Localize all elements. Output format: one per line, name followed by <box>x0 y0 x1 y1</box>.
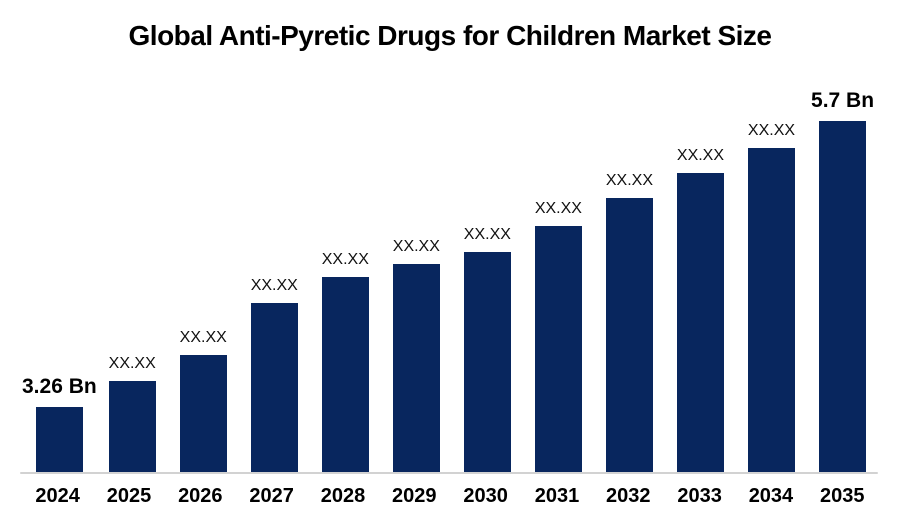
bar-value-label-2024: 3.26 Bn <box>22 375 97 398</box>
bar-2032 <box>605 198 653 473</box>
bar-column-2024: 3.26 Bn <box>22 0 97 473</box>
x-axis-label-2029: 2029 <box>392 485 437 507</box>
bar-value-label-2031: XX.XX <box>534 200 582 217</box>
bar-column-2026: XX.XX <box>168 0 239 473</box>
x-axis-label-2033: 2033 <box>677 485 722 507</box>
bar-value-label-2034: XX.XX <box>747 122 796 139</box>
bar-2029 <box>392 264 440 473</box>
bar-value-label-2026: XX.XX <box>179 329 227 346</box>
x-axis-labels: 2024 2025 2026 2027 2028 2029 2030 2031 2032 2033… <box>22 485 878 508</box>
bar-2024 <box>35 407 83 473</box>
bar-2026 <box>179 355 227 473</box>
chart-title: Global Anti-Pyretic Drugs for Children M… <box>128 20 772 51</box>
bar-2025 <box>108 381 156 473</box>
x-axis-label-2026: 2026 <box>178 485 223 507</box>
bar-value-label-2030: XX.XX <box>463 226 511 243</box>
plot-area: 3.26 Bn XX.XX XX.XX XX.XX XX.XX XX.XX XX.XX XX.… <box>22 0 878 473</box>
x-axis-label-2024: 2024 <box>35 485 80 507</box>
bar-column-2031: XX.XX <box>523 0 594 473</box>
bar-2035 <box>819 121 867 473</box>
bar-column-2029: XX.XX <box>381 0 452 473</box>
bar-column-2032: XX.XX <box>594 0 665 473</box>
bar-2028 <box>321 277 369 473</box>
bar-2033 <box>676 173 724 473</box>
bar-2031 <box>534 226 582 473</box>
x-axis-label-2034: 2034 <box>748 485 794 507</box>
bar-2034 <box>748 148 795 473</box>
bar-value-label-2028: XX.XX <box>321 251 369 268</box>
bar-column-2033: XX.XX <box>665 0 736 473</box>
x-axis-label-2027: 2027 <box>249 485 294 507</box>
bar-column-2027: XX.XX <box>239 0 310 473</box>
x-axis-line <box>20 472 878 474</box>
x-axis-label-2028: 2028 <box>320 485 366 507</box>
x-axis-label-2025: 2025 <box>106 485 152 507</box>
bar-column-2028: XX.XX <box>310 0 381 473</box>
bar-value-label-2025: XX.XX <box>108 355 156 372</box>
bar-value-label-2033: XX.XX <box>676 147 725 164</box>
bar-value-label-2029: XX.XX <box>392 238 440 255</box>
bar-column-2030: XX.XX <box>452 0 523 473</box>
bar-2027 <box>250 303 298 473</box>
bar-column-2035: 5.7 Bn <box>807 0 878 473</box>
bar-column-2034: XX.XX <box>736 0 807 473</box>
bar-2030 <box>463 252 511 473</box>
x-axis-label-2035: 2035 <box>820 485 865 507</box>
bar-value-label-2027: XX.XX <box>250 277 298 294</box>
x-axis-label-2030: 2030 <box>463 485 508 507</box>
bar-column-2025: XX.XX <box>97 0 168 473</box>
bar-value-label-2032: XX.XX <box>605 172 653 189</box>
bar-value-label-2035: 5.7 Bn <box>811 89 875 112</box>
x-axis-label-2031: 2031 <box>534 485 580 507</box>
x-axis-label-2032: 2032 <box>606 485 651 507</box>
